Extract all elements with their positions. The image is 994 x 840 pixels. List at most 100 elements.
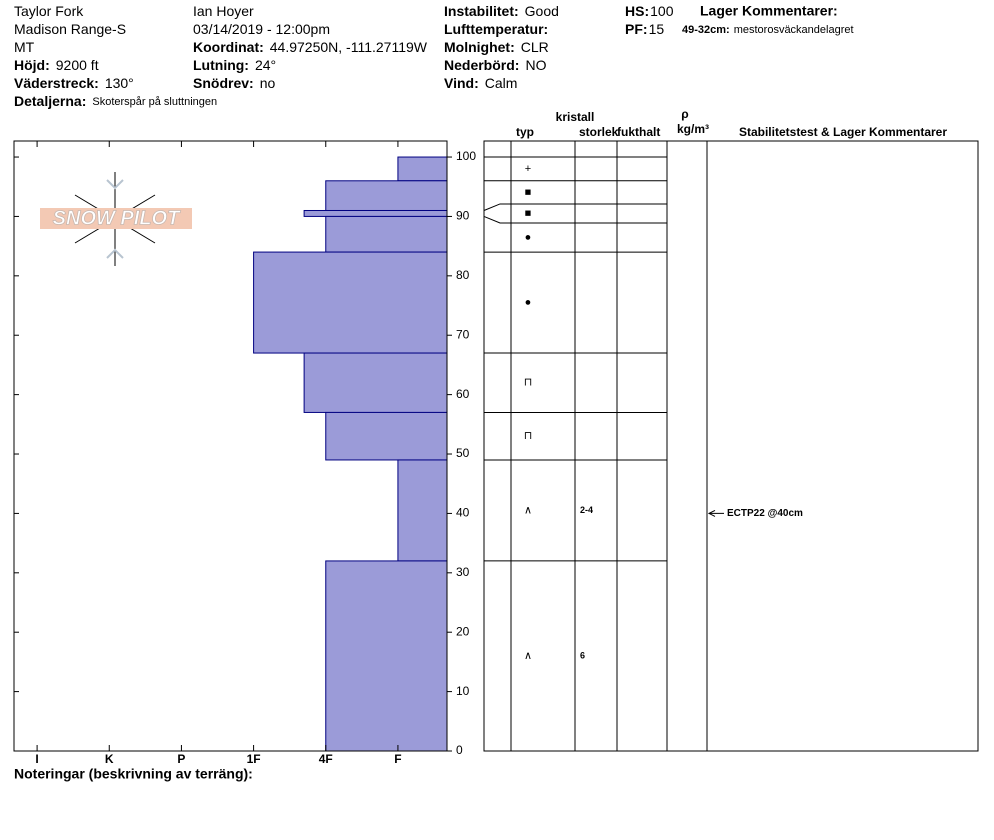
test-label: ECTP22 @40cm [727,508,803,519]
field-value: 130° [105,75,134,91]
y-tick-label: 30 [456,565,470,579]
field: PF:15 [625,21,664,37]
column-header: kg/m³ [677,122,709,136]
field-label: Vind: [444,75,479,91]
x-tick-label: K [105,752,114,766]
field-value: NO [525,57,546,73]
y-tick-label: 80 [456,268,470,282]
grain-type: + [525,163,531,175]
field: Ian Hoyer [193,3,254,19]
field-label: Molnighet: [444,39,515,55]
field-label: 49-32cm: [682,24,730,36]
field: Lufttemperatur: [444,21,548,37]
field-label: Höjd: [14,57,50,73]
field-value: Good [525,3,559,19]
layer-boundary [483,215,667,224]
x-tick-label: 4F [319,752,333,766]
grain-size: 2-4 [580,505,593,515]
x-tick-label: F [394,752,401,766]
logo-band [40,208,192,229]
field-value: 03/14/2019 - 12:00pm [193,21,330,37]
field-value: 100 [650,3,674,19]
field: 49-32cm: mestorosväckandelagret [682,24,854,36]
field-value: no [260,75,276,91]
field-value: Madison Range-S [14,21,126,37]
x-tick-label: 1F [247,752,261,766]
field: Snödrev: no [193,75,275,91]
test-arrow [707,509,724,517]
field: Taylor Fork [14,3,84,19]
field: MT [14,39,35,55]
field-value: Skoterspår på sluttningen [92,96,217,108]
hardness-bar [253,251,448,354]
logo-text: SNOW PILOT [53,207,181,229]
field-label: Detaljerna: [14,93,86,109]
field-label: Lufttemperatur: [444,21,548,37]
grain-type: ● [525,296,532,308]
hardness-bar [303,209,448,217]
hardness-bar [303,352,448,413]
y-tick-label: 100 [456,149,476,163]
field: Detaljerna: Skoterspår på sluttningen [14,93,217,109]
field: Nederbörd: NO [444,57,547,73]
grain-type: ∧ [524,650,532,662]
field-label: Instabilitet: [444,3,519,19]
field-value: mestorosväckandelagret [734,24,854,36]
field: Höjd: 9200 ft [14,57,99,73]
hardness-bar [325,411,448,461]
hardness-bar [325,560,448,752]
x-tick-label: I [35,752,38,766]
y-tick-label: 50 [456,446,470,460]
plot-frame [13,140,448,752]
field-label: HS: [625,3,649,19]
field: Molnighet: CLR [444,39,549,55]
field-value: 24° [255,57,276,73]
hardness-bar [397,459,448,562]
y-tick-label: 70 [456,327,470,341]
field-value: Taylor Fork [14,3,84,19]
field: Instabilitet: Good [444,3,559,19]
layer-boundary [483,203,667,211]
field-value: Calm [485,75,518,91]
column-header: fukthalt [617,125,660,139]
grain-type: ⊓ [524,377,533,389]
column-header: ρ [681,107,688,121]
field: Madison Range-S [14,21,126,37]
field-value: CLR [521,39,549,55]
grain-type: ■ [525,186,532,198]
field: Koordinat: 44.97250N, -111.27119W [193,39,428,55]
field-label: Snödrev: [193,75,254,91]
hardness-bar [325,215,448,253]
grain-type: ■ [525,207,532,219]
layer-comments-title: Lager Kommentarer: [700,3,838,19]
column-header: storlek [579,125,619,139]
field-label: Lutning: [193,57,249,73]
hardness-bar [325,180,448,211]
y-tick-label: 0 [456,743,463,757]
column-header: kristall [556,110,595,124]
column-header: typ [516,125,534,139]
hardness-bar [397,156,448,182]
notes: Noteringar (beskrivning av terräng): [14,766,253,782]
field-label: Nederbörd: [444,57,519,73]
field-label: Väderstreck: [14,75,99,91]
field: HS:100 [625,3,674,19]
field-value: MT [14,39,35,55]
table-frame [483,140,979,752]
field-label: Koordinat: [193,39,264,55]
grain-size: 6 [580,650,585,660]
y-tick-label: 20 [456,624,470,638]
field-value: 44.97250N, -111.27119W [270,39,428,55]
field-label: PF: [625,21,648,37]
field-value: 9200 ft [56,57,99,73]
grain-type: ∧ [524,504,532,516]
field: Vind: Calm [444,75,517,91]
column-header: Stabilitetstest & Lager Kommentarer [739,125,947,139]
field-value: Ian Hoyer [193,3,254,19]
y-tick-label: 90 [456,209,470,223]
field: Väderstreck: 130° [14,75,134,91]
grain-type: ● [525,231,532,243]
field-value: 15 [649,21,665,37]
field: 03/14/2019 - 12:00pm [193,21,330,37]
